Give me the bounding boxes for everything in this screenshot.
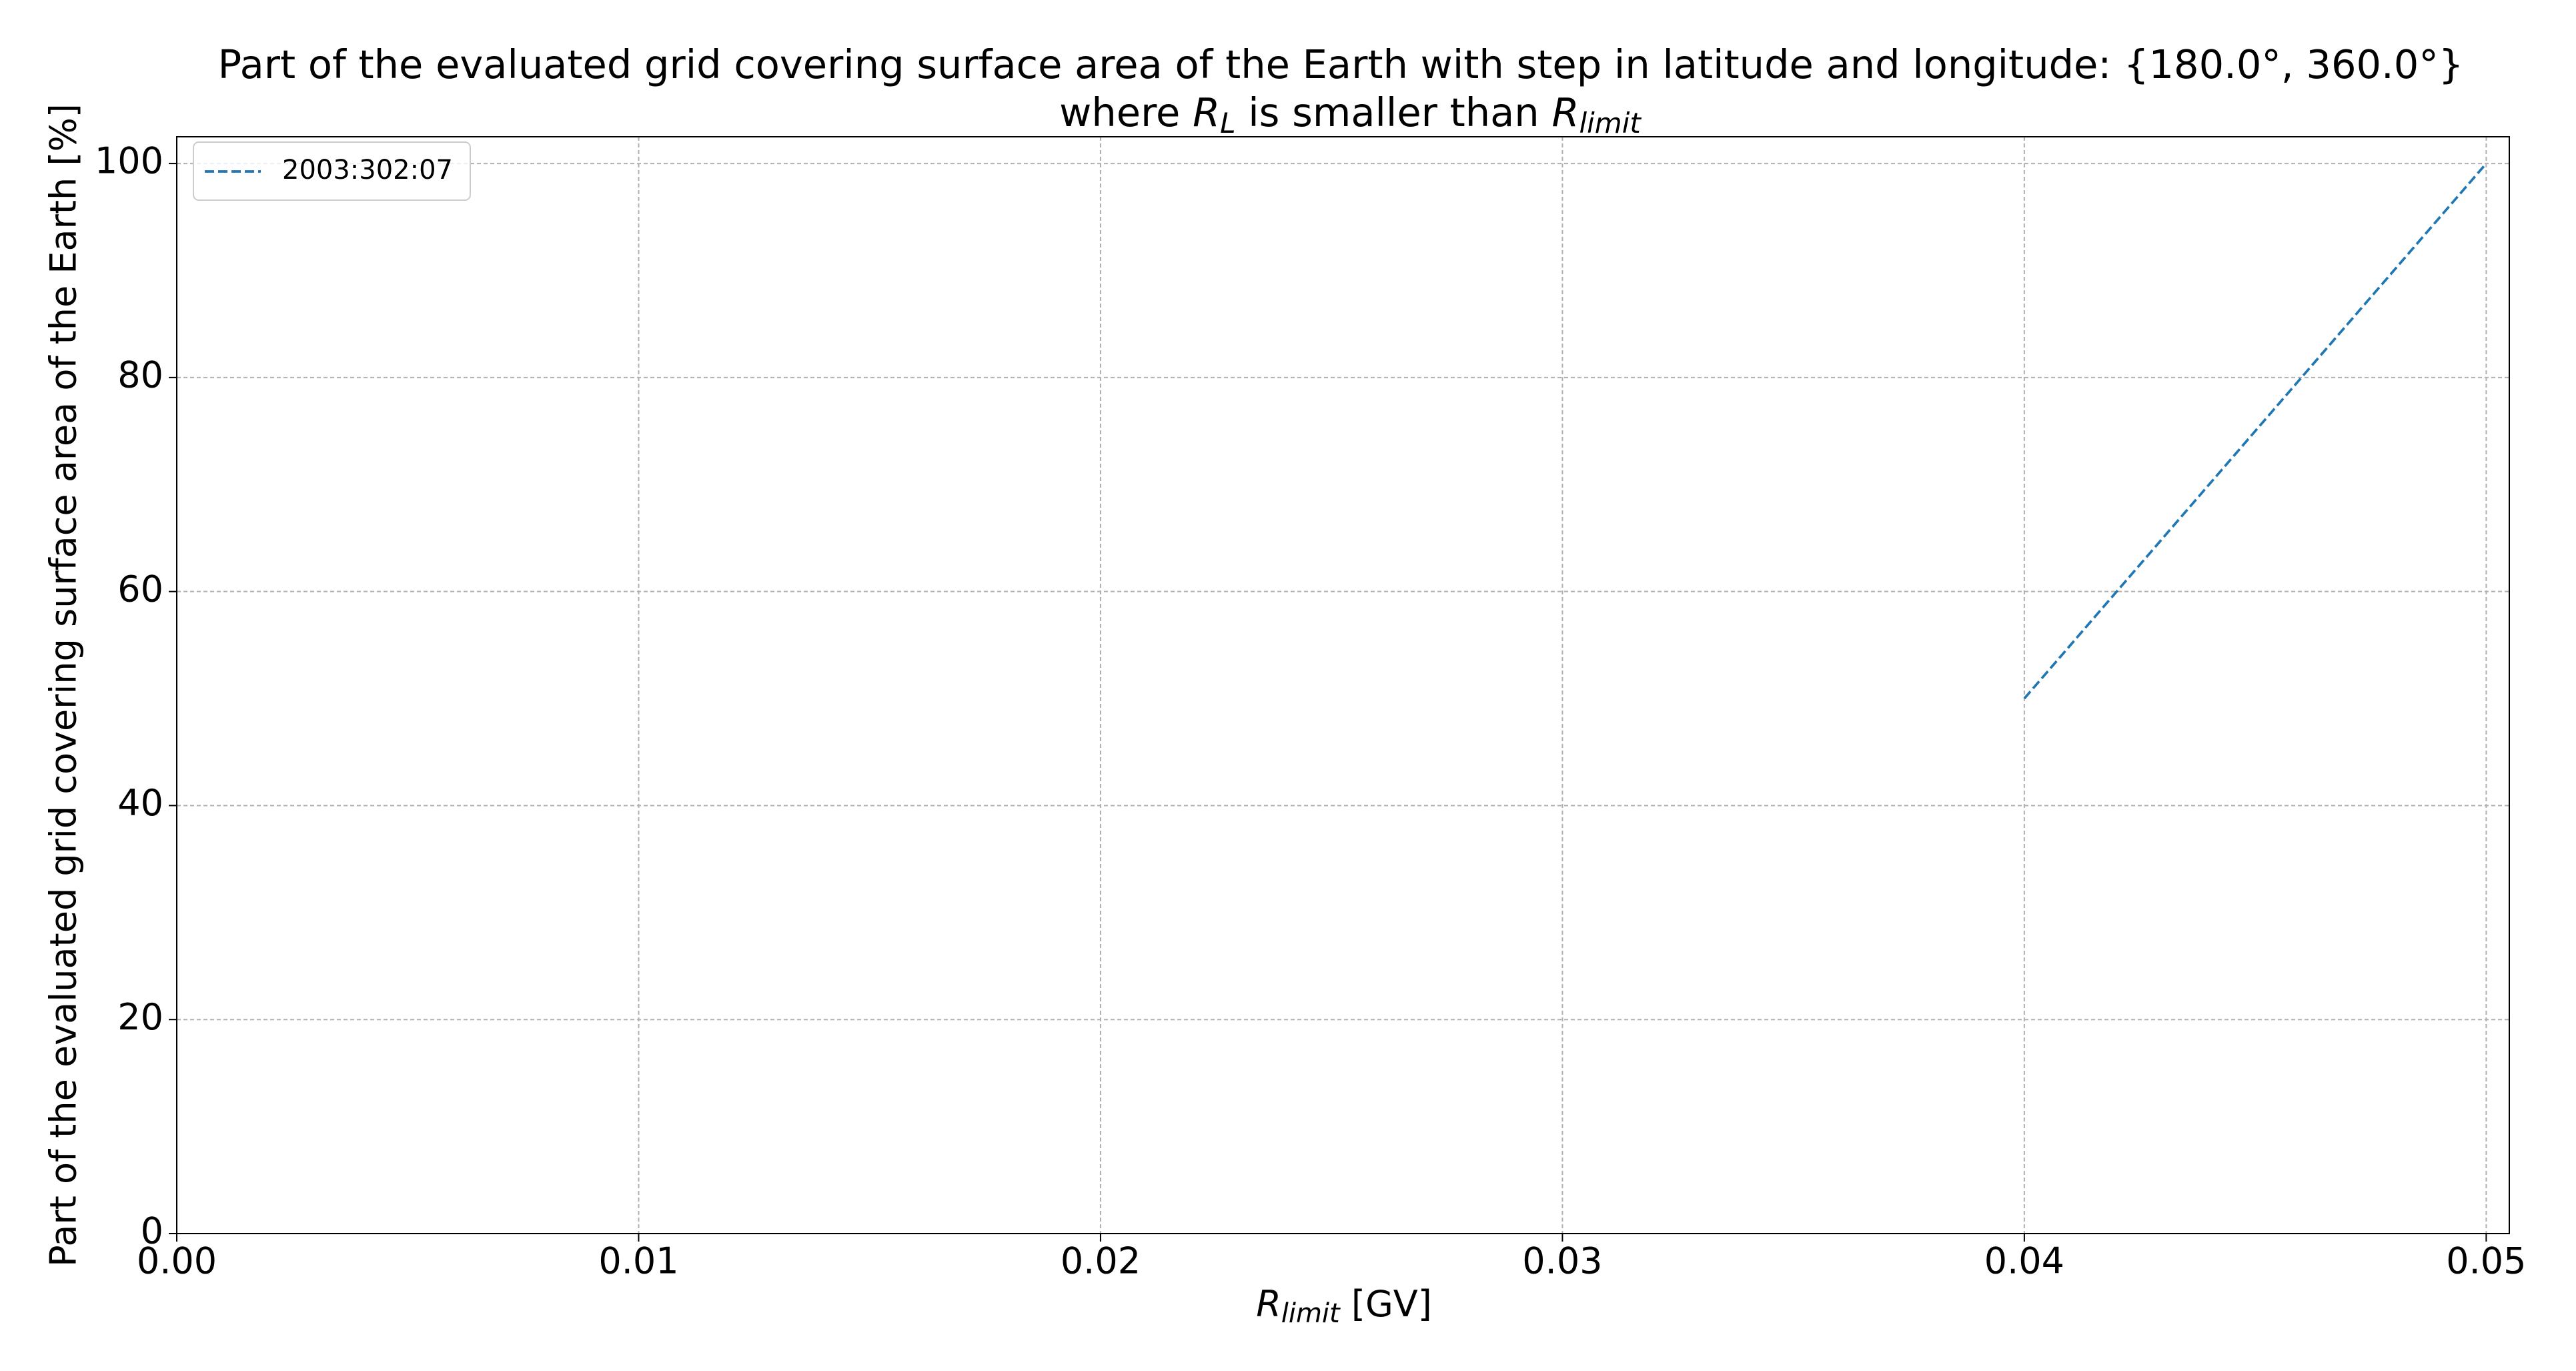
plot-frame bbox=[176, 136, 2510, 1234]
data-line bbox=[2023, 162, 2487, 700]
chart-subtitle: where RL is smaller than Rlimit bbox=[1059, 89, 1642, 139]
x-label-symbol: R bbox=[1256, 1283, 1281, 1325]
y-tick-label: 100 bbox=[95, 140, 163, 182]
legend-box bbox=[193, 141, 471, 201]
x-tick-label: 0.00 bbox=[137, 1240, 217, 1282]
x-tick-label: 0.02 bbox=[1061, 1240, 1141, 1282]
legend-label: 2003:302:07 bbox=[282, 155, 453, 185]
subtitle-text bbox=[1236, 89, 1249, 135]
subtitle-symbol: R bbox=[1551, 89, 1579, 135]
x-label-subscript: limit bbox=[1281, 1298, 1341, 1329]
subtitle-subscript: L bbox=[1220, 107, 1235, 139]
y-tick-label: 60 bbox=[117, 568, 163, 610]
chart-title: Part of the evaluated grid covering surf… bbox=[218, 41, 2464, 87]
x-tick-label: 0.03 bbox=[1522, 1240, 1602, 1282]
x-label-text bbox=[1340, 1283, 1351, 1325]
y-tick-label: 0 bbox=[141, 1210, 163, 1252]
y-tick-label: 20 bbox=[117, 996, 163, 1038]
y-axis-label: Part of the evaluated grid covering surf… bbox=[43, 103, 85, 1267]
x-tick-label: 0.01 bbox=[598, 1240, 678, 1282]
legend: 2003:302:07 bbox=[193, 141, 471, 201]
subtitle-text: is smaller than bbox=[1248, 89, 1539, 135]
y-tick-label: 40 bbox=[117, 782, 163, 824]
y-tick-label: 80 bbox=[117, 354, 163, 396]
x-axis-label: Rlimit [GV] bbox=[1256, 1283, 1432, 1329]
x-label-unit: [GV] bbox=[1351, 1283, 1432, 1325]
subtitle-subscript: limit bbox=[1579, 107, 1642, 139]
subtitle-text: where bbox=[1059, 89, 1180, 135]
subtitle-symbol: R bbox=[1193, 89, 1220, 135]
x-tick-label: 0.04 bbox=[1984, 1240, 2064, 1282]
x-tick-label: 0.05 bbox=[2446, 1240, 2526, 1282]
